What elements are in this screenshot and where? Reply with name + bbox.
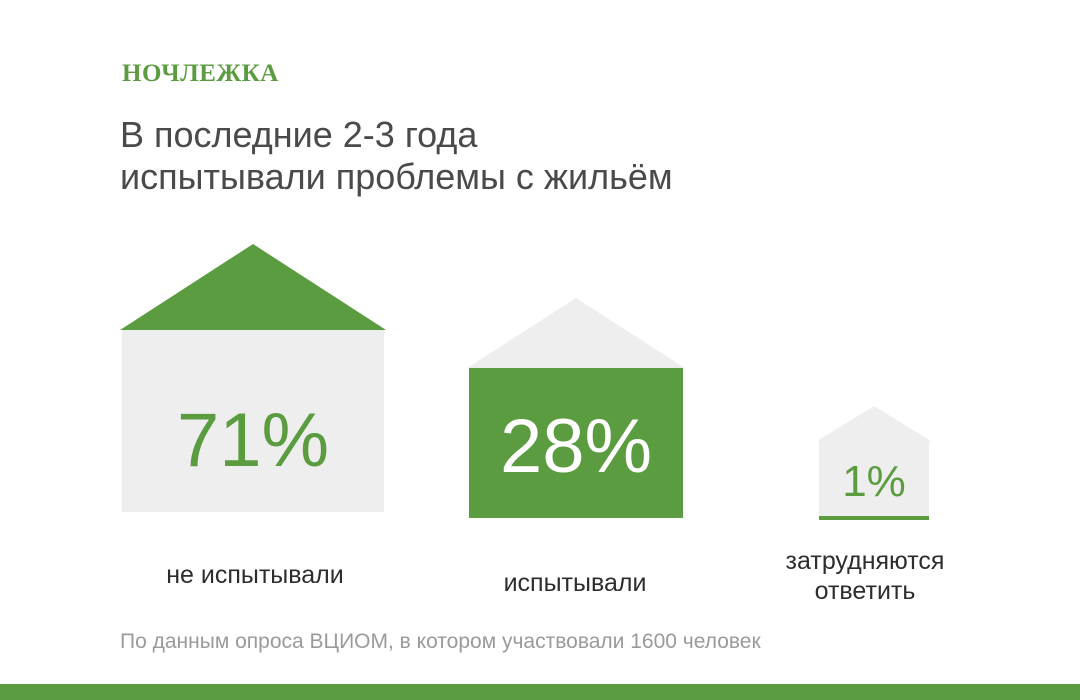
value-label: 28% bbox=[500, 404, 652, 489]
chart-title-line-1: В последние 2-3 года bbox=[120, 114, 478, 155]
house-value-bar bbox=[819, 516, 929, 520]
category-label-not-experienced: не испытывали bbox=[112, 560, 398, 590]
value-label: 71% bbox=[177, 398, 329, 483]
house-chart: 71% 28% 1% bbox=[120, 244, 931, 520]
category-label-line: не испытывали bbox=[166, 561, 344, 589]
house-roof bbox=[120, 244, 386, 330]
house-roof bbox=[817, 406, 931, 441]
category-label-experienced: испытывали bbox=[455, 568, 695, 598]
house-body bbox=[122, 330, 384, 512]
category-label-line: ответить bbox=[814, 577, 916, 605]
category-label-hard-to-answer: затрудняются ответить bbox=[750, 546, 980, 606]
house-body bbox=[819, 441, 929, 520]
source-note: По данным опроса ВЦИОМ, в котором участв… bbox=[120, 630, 761, 653]
chart-title: В последние 2-3 года испытывали проблемы… bbox=[120, 114, 673, 198]
value-label: 1% bbox=[842, 457, 906, 506]
house-roof bbox=[467, 298, 685, 368]
category-label-line: испытывали bbox=[503, 569, 647, 597]
bottom-accent-bar bbox=[0, 684, 1080, 700]
house-body bbox=[469, 368, 683, 518]
chart-title-line-2: испытывали проблемы с жильём bbox=[120, 156, 673, 197]
category-label-line: затрудняются bbox=[785, 547, 945, 575]
brand-logo: НОЧЛЕЖКА bbox=[122, 60, 279, 87]
